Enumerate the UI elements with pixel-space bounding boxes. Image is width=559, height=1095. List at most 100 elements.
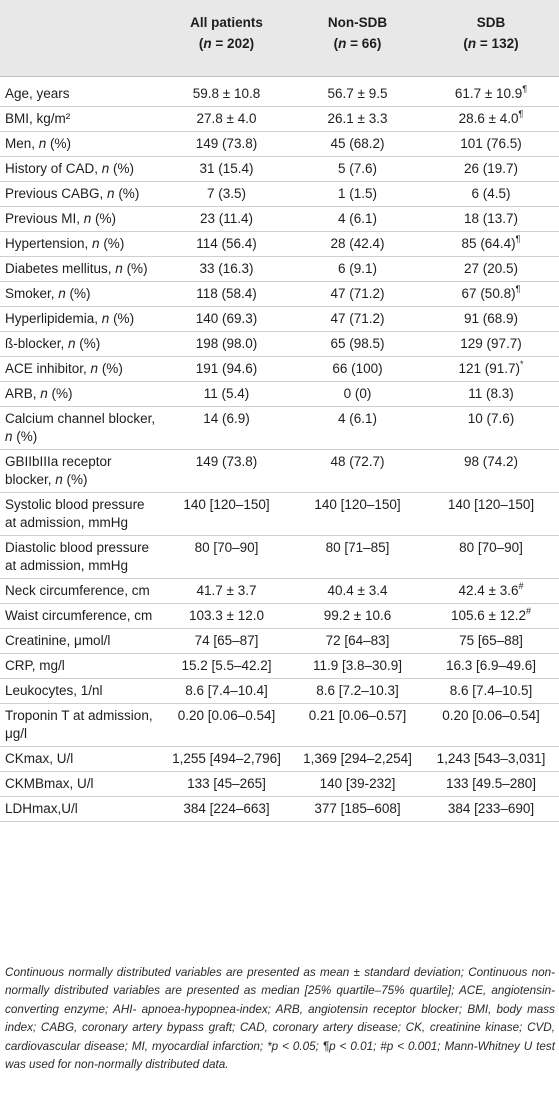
row-value: 191 (94.6) bbox=[161, 356, 292, 382]
row-value: 8.6 [7.4–10.5] bbox=[423, 678, 559, 704]
table-row: ß-blocker, n (%) 198 (98.0) 65 (98.5) 129 (… bbox=[0, 331, 559, 357]
row-value: 27 (20.5) bbox=[423, 256, 559, 282]
row-value: 0 (0) bbox=[292, 381, 423, 407]
row-value: 384 [224–663] bbox=[161, 796, 292, 822]
row-value: 99.2 ± 10.6 bbox=[292, 603, 423, 629]
row-value: 140 (69.3) bbox=[161, 306, 292, 332]
row-label: Creatinine, μmol/l bbox=[0, 628, 161, 654]
row-value: 140 [39-232] bbox=[292, 771, 423, 797]
row-value: 72 [64–83] bbox=[292, 628, 423, 654]
row-value: 74 [65–87] bbox=[161, 628, 292, 654]
row-value: 11 (5.4) bbox=[161, 381, 292, 407]
row-value: 384 [233–690] bbox=[423, 796, 559, 822]
row-label: Diabetes mellitus, n (%) bbox=[0, 256, 161, 282]
table-row: Troponin T at admission, μg/l 0.20 [0.06–… bbox=[0, 703, 559, 747]
table-row: Neck circumference, cm 41.7 ± 3.7 40.4 ± 3… bbox=[0, 578, 559, 604]
row-value: 114 (56.4) bbox=[161, 231, 292, 257]
row-value: 47 (71.2) bbox=[292, 306, 423, 332]
row-label: LDHmax,U/l bbox=[0, 796, 161, 822]
table-header: All patients (n = 202) Non-SDB (n = 66) … bbox=[0, 0, 559, 77]
row-value: 27.8 ± 4.0 bbox=[161, 106, 292, 132]
table-row: GBIIbIIIa receptor blocker, n (%) 149 (73… bbox=[0, 449, 559, 493]
row-label: CKmax, U/l bbox=[0, 746, 161, 772]
row-value: 26.1 ± 3.3 bbox=[292, 106, 423, 132]
table-row: Systolic blood pressure at admission, mm… bbox=[0, 492, 559, 536]
row-value: 0.20 [0.06–0.54] bbox=[161, 703, 292, 747]
row-value: 85 (64.4)¶ bbox=[423, 231, 559, 257]
row-label: History of CAD, n (%) bbox=[0, 156, 161, 182]
table-row: Hypertension, n (%) 114 (56.4) 28 (42.4) 85… bbox=[0, 231, 559, 257]
row-value: 1,243 [543–3,031] bbox=[423, 746, 559, 772]
row-value: 105.6 ± 12.2# bbox=[423, 603, 559, 629]
row-value: 1 (1.5) bbox=[292, 181, 423, 207]
row-value: 4 (6.1) bbox=[292, 206, 423, 232]
table-row: History of CAD, n (%) 31 (15.4) 5 (7.6) 26 … bbox=[0, 156, 559, 182]
row-value: 133 [45–265] bbox=[161, 771, 292, 797]
row-label: Neck circumference, cm bbox=[0, 578, 161, 604]
row-value: 129 (97.7) bbox=[423, 331, 559, 357]
row-value: 66 (100) bbox=[292, 356, 423, 382]
table-row: Previous MI, n (%) 23 (11.4) 4 (6.1) 18 (13… bbox=[0, 206, 559, 232]
row-label: ACE inhibitor, n (%) bbox=[0, 356, 161, 382]
row-value: 140 [120–150] bbox=[161, 492, 292, 536]
characteristics-table: All patients (n = 202) Non-SDB (n = 66) … bbox=[0, 0, 559, 822]
row-label: Hyperlipidemia, n (%) bbox=[0, 306, 161, 332]
row-value: 45 (68.2) bbox=[292, 131, 423, 157]
table-row: BMI, kg/m² 27.8 ± 4.0 26.1 ± 3.3 28.6 ± 4.0… bbox=[0, 106, 559, 132]
row-label: GBIIbIIIa receptor blocker, n (%) bbox=[0, 449, 161, 493]
row-value: 8.6 [7.2–10.3] bbox=[292, 678, 423, 704]
row-value: 101 (76.5) bbox=[423, 131, 559, 157]
row-label: Previous MI, n (%) bbox=[0, 206, 161, 232]
row-value: 0.21 [0.06–0.57] bbox=[292, 703, 423, 747]
row-value: 31 (15.4) bbox=[161, 156, 292, 182]
row-value: 149 (73.8) bbox=[161, 449, 292, 493]
table-row: Hyperlipidemia, n (%) 140 (69.3) 47 (71.2)… bbox=[0, 306, 559, 332]
row-value: 7 (3.5) bbox=[161, 181, 292, 207]
table-row: Age, years 59.8 ± 10.8 56.7 ± 9.5 61.7 ± 10… bbox=[0, 76, 559, 107]
row-value: 0.20 [0.06–0.54] bbox=[423, 703, 559, 747]
table-row: Leukocytes, 1/nl 8.6 [7.4–10.4] 8.6 [7.2–1… bbox=[0, 678, 559, 704]
row-value: 15.2 [5.5–42.2] bbox=[161, 653, 292, 679]
row-label: BMI, kg/m² bbox=[0, 106, 161, 132]
table-row: Smoker, n (%) 118 (58.4) 47 (71.2) 67 (50.8… bbox=[0, 281, 559, 307]
row-value: 56.7 ± 9.5 bbox=[292, 76, 423, 107]
header-non-sdb: Non-SDB (n = 66) bbox=[292, 0, 423, 77]
row-label: Waist circumference, cm bbox=[0, 603, 161, 629]
row-value: 11 (8.3) bbox=[423, 381, 559, 407]
table-body: Age, years 59.8 ± 10.8 56.7 ± 9.5 61.7 ± 10… bbox=[0, 76, 559, 822]
row-value: 41.7 ± 3.7 bbox=[161, 578, 292, 604]
header-all-patients-n: (n = 202) bbox=[198, 36, 255, 51]
row-label: Leukocytes, 1/nl bbox=[0, 678, 161, 704]
row-value: 149 (73.8) bbox=[161, 131, 292, 157]
row-value: 61.7 ± 10.9¶ bbox=[423, 76, 559, 107]
row-label: Systolic blood pressure at admission, mm… bbox=[0, 492, 161, 536]
row-value: 28.6 ± 4.0¶ bbox=[423, 106, 559, 132]
row-value: 80 [70–90] bbox=[423, 535, 559, 579]
header-sdb-name: SDB bbox=[476, 15, 506, 30]
row-label: CRP, mg/l bbox=[0, 653, 161, 679]
row-value: 65 (98.5) bbox=[292, 331, 423, 357]
table-row: Calcium channel blocker, n (%) 14 (6.9) 4 … bbox=[0, 406, 559, 450]
row-value: 10 (7.6) bbox=[423, 406, 559, 450]
row-label: Smoker, n (%) bbox=[0, 281, 161, 307]
row-value: 6 (4.5) bbox=[423, 181, 559, 207]
row-value: 140 [120–150] bbox=[292, 492, 423, 536]
row-value: 11.9 [3.8–30.9] bbox=[292, 653, 423, 679]
table-row: CKMBmax, U/l 133 [45–265] 140 [39-232] 133 … bbox=[0, 771, 559, 797]
row-label: Hypertension, n (%) bbox=[0, 231, 161, 257]
row-label: Calcium channel blocker, n (%) bbox=[0, 406, 161, 450]
row-value: 91 (68.9) bbox=[423, 306, 559, 332]
row-label: Troponin T at admission, μg/l bbox=[0, 703, 161, 747]
row-value: 48 (72.7) bbox=[292, 449, 423, 493]
row-value: 14 (6.9) bbox=[161, 406, 292, 450]
row-value: 75 [65–88] bbox=[423, 628, 559, 654]
row-value: 103.3 ± 12.0 bbox=[161, 603, 292, 629]
header-non-sdb-n: (n = 66) bbox=[333, 36, 382, 51]
row-value: 198 (98.0) bbox=[161, 331, 292, 357]
header-blank bbox=[0, 0, 161, 77]
row-value: 59.8 ± 10.8 bbox=[161, 76, 292, 107]
header-row: All patients (n = 202) Non-SDB (n = 66) … bbox=[0, 0, 559, 77]
row-value: 140 [120–150] bbox=[423, 492, 559, 536]
header-all-patients-name: All patients bbox=[190, 15, 263, 30]
row-value: 4 (6.1) bbox=[292, 406, 423, 450]
